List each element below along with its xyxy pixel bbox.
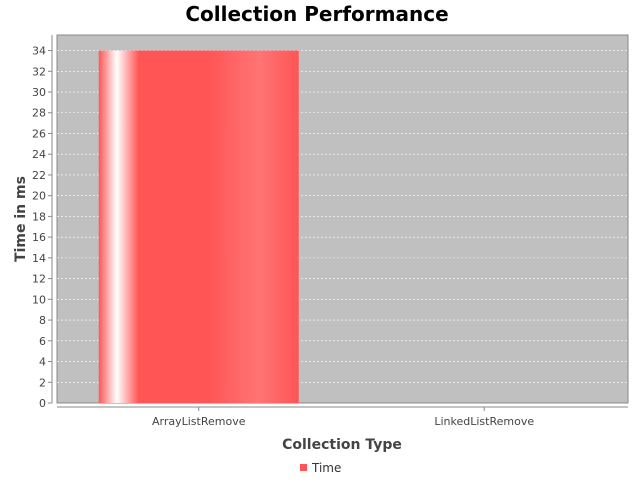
y-tick-label: 8 — [39, 314, 46, 327]
y-tick-label: 34 — [32, 45, 46, 58]
y-tick-label: 26 — [32, 127, 46, 140]
chart-title: Collection Performance — [185, 2, 448, 26]
y-tick-label: 0 — [39, 397, 46, 410]
y-tick-label: 10 — [32, 293, 46, 306]
y-tick-label: 4 — [39, 356, 46, 369]
legend-label: Time — [311, 461, 341, 475]
legend-swatch — [300, 464, 307, 471]
y-tick-label: 32 — [32, 65, 46, 78]
y-tick-label: 28 — [32, 107, 46, 120]
x-axis-title: Collection Type — [282, 437, 402, 453]
bar-arraylistremove — [98, 50, 299, 404]
bars — [98, 50, 299, 404]
y-tick-label: 18 — [32, 210, 46, 223]
y-tick-label: 24 — [32, 148, 46, 161]
x-tick-label: ArrayListRemove — [152, 415, 246, 428]
y-tick-label: 6 — [39, 335, 46, 348]
x-tick-label: LinkedListRemove — [434, 415, 534, 428]
y-tick-label: 16 — [32, 231, 46, 244]
x-ticks: ArrayListRemove LinkedListRemove — [152, 407, 534, 428]
y-axis-title: Time in ms — [13, 176, 29, 262]
y-tick-label: 2 — [39, 376, 46, 389]
gridlines — [57, 50, 628, 383]
y-tick-label: 14 — [32, 252, 46, 265]
y-tick-label: 20 — [32, 190, 46, 203]
y-tick-label: 12 — [32, 273, 46, 286]
y-tick-label: 22 — [32, 169, 46, 182]
y-tick-label: 30 — [32, 86, 46, 99]
